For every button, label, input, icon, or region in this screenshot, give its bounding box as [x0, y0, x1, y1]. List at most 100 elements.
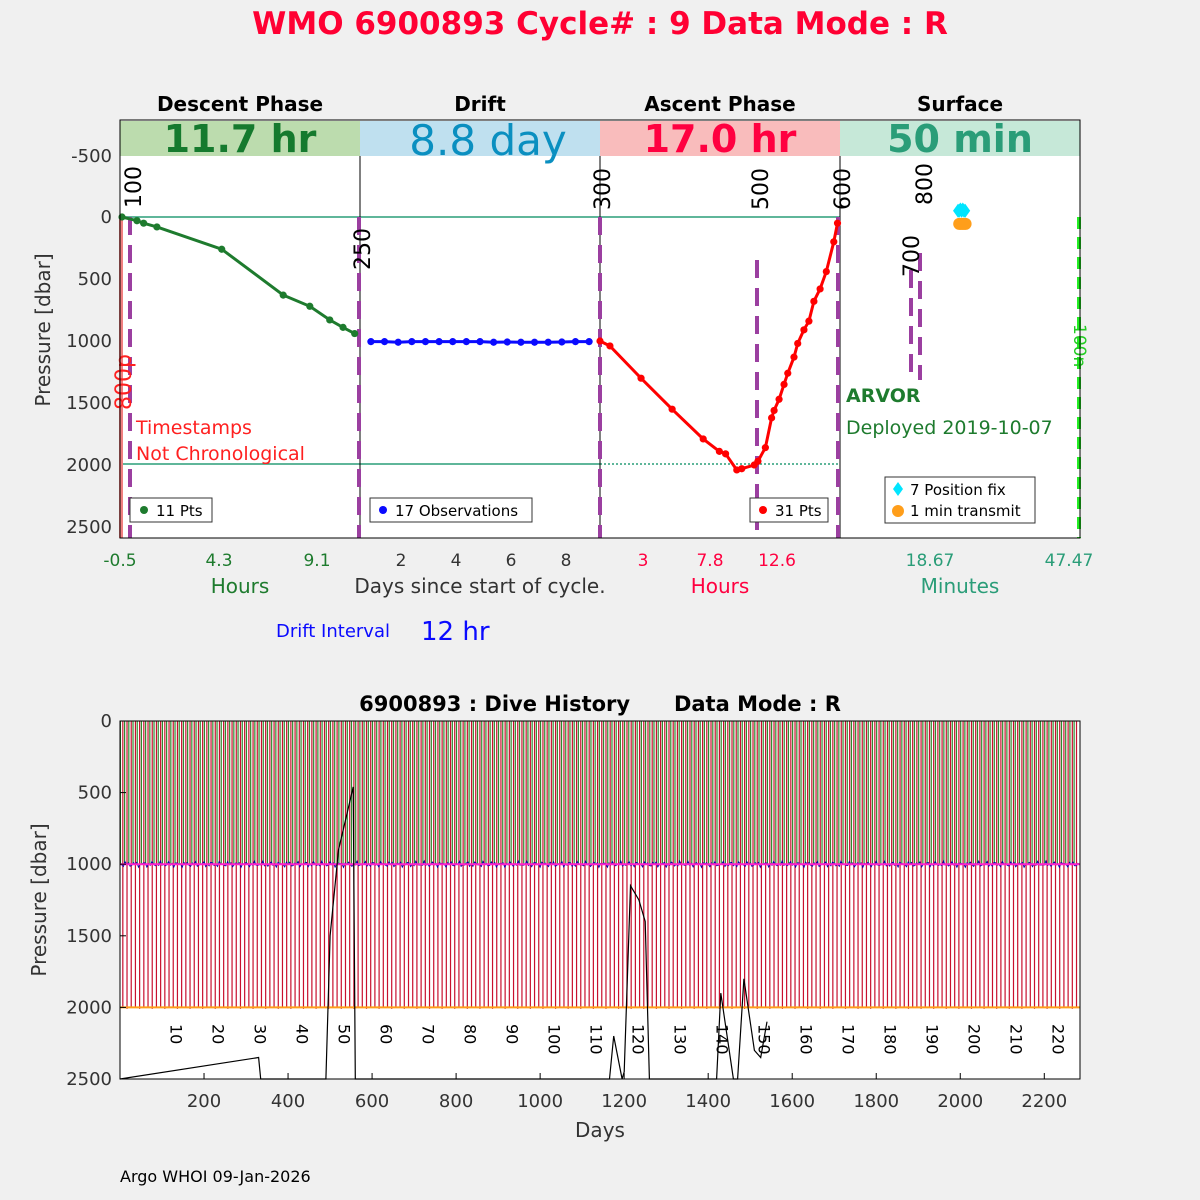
top-y-axis-label: Pressure [dbar] — [31, 253, 55, 406]
ascent-band — [600, 121, 840, 156]
bottom-y-tick-label: 1000 — [66, 854, 112, 875]
data-point-descent — [279, 291, 287, 299]
cycle-number-label: 110 — [587, 1024, 606, 1055]
descent-x-label: Hours — [211, 574, 270, 598]
data-point-ascent — [784, 369, 792, 377]
data-point-descent — [218, 245, 226, 253]
marker-label-800p: 800p — [112, 354, 137, 410]
cycle-number-label: 60 — [377, 1024, 396, 1044]
ascent-x-label: Hours — [691, 574, 750, 598]
marker-labels: 100 250 300 500 600 800 700 800p 100n — [112, 163, 1089, 410]
surface-legend-transmit-marker — [892, 505, 904, 517]
drift-legend-marker — [379, 506, 387, 514]
dive-history-title: 6900893 : Dive History Data Mode : R — [359, 692, 841, 716]
descent-xtick: 4.3 — [205, 551, 232, 571]
data-point-ascent — [810, 297, 818, 305]
cycle-number-label: 80 — [461, 1024, 480, 1044]
figure-title: WMO 6900893 Cycle# : 9 Data Mode : R — [252, 6, 948, 42]
ascent-xtick: 7.8 — [696, 551, 723, 571]
bottom-y-tick-label: 500 — [78, 783, 112, 804]
cycle-number-label: 10 — [166, 1024, 185, 1044]
drift-band — [360, 121, 600, 156]
data-point-descent — [140, 219, 148, 227]
surface-legend-fix-label: 7 Position fix — [910, 481, 1006, 499]
data-point-ascent — [833, 219, 842, 227]
top-ytick-label: -500 — [71, 146, 112, 167]
data-point-transmit — [959, 217, 972, 230]
bottom-x-tick-label: 2000 — [937, 1091, 983, 1112]
top-ytick-label: 0 — [101, 207, 112, 228]
cycle-number-label: 160 — [797, 1024, 816, 1055]
descent-start-bar — [119, 217, 123, 538]
drift-x-label: Days since start of cycle. — [354, 574, 605, 598]
cycle-number-label: 180 — [881, 1024, 900, 1055]
bottom-y-tick-label: 2000 — [66, 997, 112, 1018]
cycle-number-label: 140 — [713, 1024, 732, 1055]
bottom-plot-frame — [119, 720, 1081, 1080]
marker-label-700: 700 — [900, 235, 925, 277]
footer-credit: Argo WHOI 09-Jan-2026 — [120, 1167, 311, 1186]
marker-label-100: 100 — [122, 166, 147, 208]
cycle-number-label: 30 — [251, 1024, 270, 1044]
cycle-number-label: 90 — [503, 1024, 522, 1044]
data-point-drift — [380, 338, 389, 346]
data-point-descent — [153, 223, 161, 231]
data-point-drift — [367, 338, 375, 346]
data-point-ascent — [822, 267, 830, 276]
descent-legend-marker — [140, 506, 148, 514]
top-static-layers — [119, 156, 1081, 538]
data-point-drift — [503, 338, 511, 346]
surface-xtick: 18.67 — [906, 551, 955, 571]
cycle-number-label: 130 — [671, 1024, 690, 1055]
phase-headers: Descent Phase Drift Ascent Phase Surface — [157, 92, 1003, 116]
bottom-x-tick-label: 1800 — [853, 1091, 899, 1112]
descent-legend-label: 11 Pts — [156, 502, 203, 520]
top-ytick-label: 1000 — [66, 331, 112, 352]
marker-label-300: 300 — [591, 168, 616, 210]
cycle-number-label: 190 — [923, 1024, 942, 1055]
bottom-x-tick-label: 1000 — [517, 1091, 563, 1112]
data-point-ascent — [637, 374, 645, 382]
cycle-number-label: 40 — [293, 1024, 312, 1044]
surface-duration: 50 min — [887, 117, 1033, 161]
data-point-ascent — [816, 285, 824, 293]
marker-label-250: 250 — [351, 228, 376, 270]
cycle-number-label: 220 — [1049, 1024, 1068, 1055]
bottom-y-tick-label: 2500 — [66, 1069, 112, 1090]
data-point-drift — [394, 338, 402, 346]
bottom-x-tick-label: 1400 — [685, 1091, 731, 1112]
data-point-ascent — [668, 405, 676, 413]
data-point-descent — [306, 302, 314, 310]
warning-line-1: Timestamps — [135, 417, 252, 439]
data-point-drift — [421, 338, 430, 346]
data-point-drift — [530, 338, 539, 346]
float-type: ARVOR — [846, 385, 921, 407]
data-point-ascent — [790, 353, 798, 361]
data-point-descent — [133, 217, 141, 225]
bottom-x-tick-label: 400 — [271, 1091, 305, 1112]
marker-label-800: 800 — [913, 163, 938, 205]
drift-legend: 17 Observations — [369, 497, 533, 523]
bottom-x-tick-label: 2200 — [1021, 1091, 1067, 1112]
data-point-ascent — [805, 317, 813, 325]
cycle-number-label: 120 — [629, 1024, 648, 1055]
bottom-x-tick-label: 600 — [355, 1091, 389, 1112]
data-point-drift — [476, 338, 484, 346]
ascent-xtick: 12.6 — [758, 551, 796, 571]
data-point-descent — [118, 213, 126, 221]
data-point-drift — [585, 338, 593, 346]
ascent-legend-marker — [759, 506, 767, 514]
surface-legend-fix-marker — [893, 482, 903, 496]
data-point-drift — [462, 338, 470, 346]
cycle-number-label: 70 — [419, 1024, 438, 1044]
drift-xtick: 6 — [506, 551, 517, 571]
data-point-descent — [351, 329, 359, 338]
top-data-layer — [118, 202, 972, 474]
data-point-ascent — [768, 414, 776, 422]
cycle-number-label: 50 — [335, 1024, 354, 1044]
cycle-number-label: 100 — [545, 1024, 564, 1055]
bottom-x-tick-label: 800 — [439, 1091, 473, 1112]
descent-xtick: 9.1 — [303, 551, 330, 571]
data-point-descent — [339, 323, 347, 331]
data-point-drift — [517, 338, 525, 346]
